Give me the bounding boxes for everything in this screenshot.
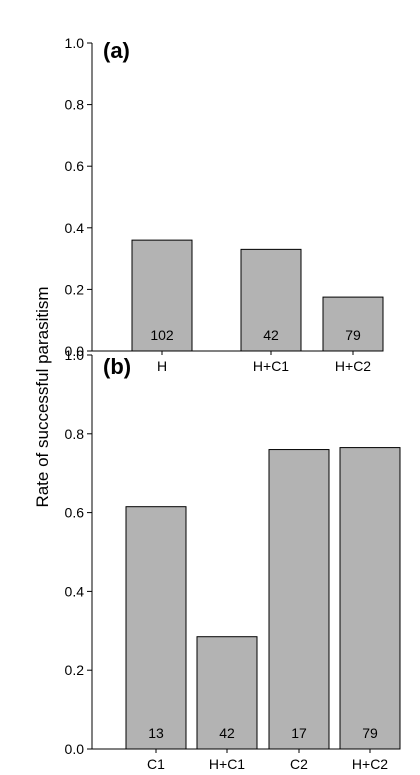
y-tick-label-b-1: 0.2 — [65, 662, 85, 678]
category-label-b-2: C2 — [290, 756, 308, 772]
y-tick-label-b-5: 1.0 — [65, 347, 85, 363]
y-tick-label-a-4: 0.8 — [65, 97, 85, 113]
sample-size-label-a-2: 79 — [345, 327, 361, 343]
bar-b-3 — [339, 447, 401, 750]
panel-a-chart: 0.0 0.2 0.4 0.6 0.8 1.0 102 H 42 H+C1 79 H+C2 (a) — [65, 35, 384, 374]
category-label-b-1: H+C1 — [209, 756, 245, 772]
panel-b-chart: 0.0 0.2 0.4 0.6 0.8 1.0 13 C1 42 H+C1 17 C2 79 H+C2 (b… — [65, 347, 401, 772]
category-label-b-0: C1 — [147, 756, 165, 772]
y-tick-label-b-0: 0.0 — [65, 741, 85, 757]
y-tick-label-a-0: 0.0 — [65, 343, 85, 359]
sample-size-label-b-2: 17 — [291, 725, 307, 741]
sample-size-label-a-1: 42 — [263, 327, 279, 343]
sample-size-label-b-1: 42 — [219, 725, 235, 741]
y-tick-label-a-3: 0.6 — [65, 158, 85, 174]
category-label-a-2: H+C2 — [335, 358, 371, 374]
sample-size-label-b-0: 13 — [148, 725, 164, 741]
y-tick-label-a-1: 0.2 — [65, 281, 85, 297]
y-tick-label-a-5: 1.0 — [65, 35, 85, 51]
sample-size-label-b-3: 79 — [362, 725, 378, 741]
category-label-a-1: H+C1 — [253, 358, 289, 374]
y-tick-label-b-2: 0.4 — [65, 583, 85, 599]
y-tick-label-b-3: 0.6 — [65, 505, 85, 521]
sample-size-label-a-0: 102 — [150, 327, 174, 343]
category-label-a-0: H — [157, 358, 167, 374]
bar-a-1 — [240, 248, 302, 352]
y-axis-title: Rate of successful parasitism — [33, 286, 52, 507]
y-tick-label-a-2: 0.4 — [65, 220, 85, 236]
panel-label-b: (b) — [103, 354, 131, 379]
y-tick-label-b-4: 0.8 — [65, 426, 85, 442]
bar-b-2 — [268, 449, 330, 750]
category-label-b-3: H+C2 — [352, 756, 388, 772]
bar-b-0 — [125, 506, 187, 750]
panel-label-a: (a) — [103, 38, 130, 63]
